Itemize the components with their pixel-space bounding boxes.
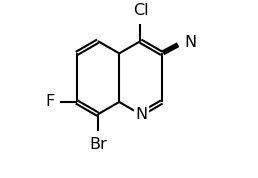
Text: N: N [184, 35, 196, 50]
Text: Br: Br [89, 137, 107, 152]
Text: Cl: Cl [133, 3, 148, 18]
Text: N: N [135, 107, 147, 122]
Text: F: F [45, 95, 55, 109]
